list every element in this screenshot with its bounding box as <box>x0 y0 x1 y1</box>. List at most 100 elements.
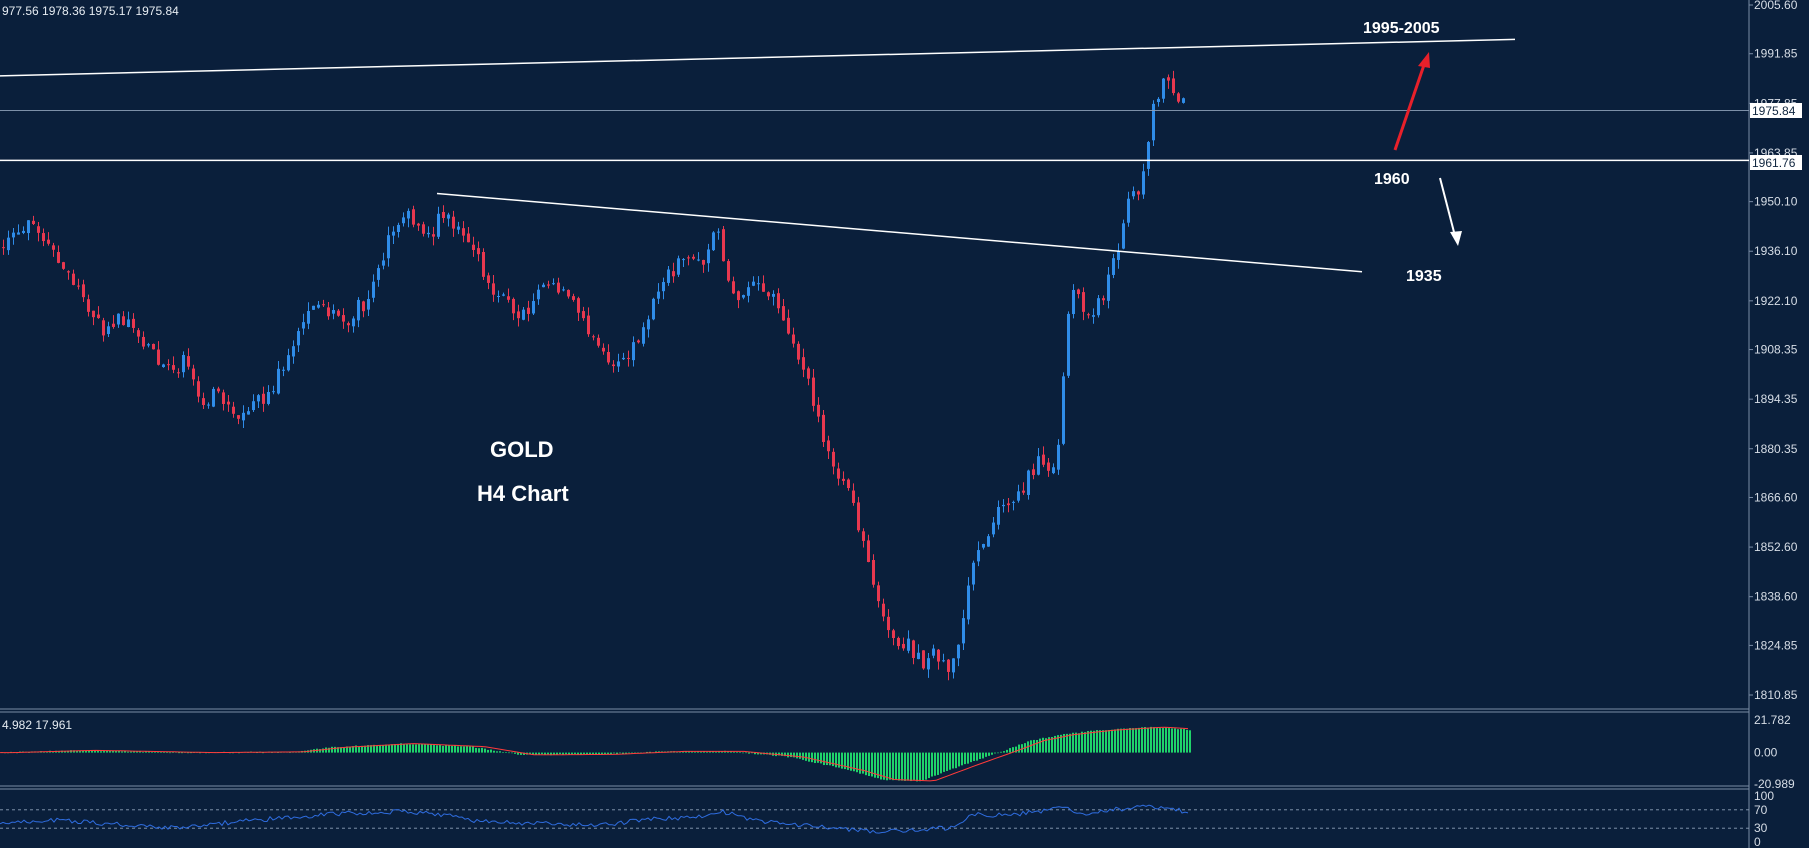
candle <box>482 248 485 281</box>
macd-bar <box>961 752 963 766</box>
macd-bar <box>406 744 408 753</box>
candle <box>1177 92 1180 104</box>
macd-bar <box>751 752 753 754</box>
macd-bar <box>1162 728 1164 753</box>
macd-bar <box>544 752 546 755</box>
candle <box>197 376 200 403</box>
candle <box>1042 446 1045 468</box>
macd-bar <box>1015 746 1017 753</box>
candle <box>1062 372 1065 446</box>
candle <box>262 386 265 412</box>
svg-text:1975.84: 1975.84 <box>1752 104 1796 118</box>
candle <box>127 311 130 328</box>
macd-bar <box>409 744 411 753</box>
candle <box>772 290 775 306</box>
candle <box>412 205 415 228</box>
up-arrow-icon <box>1393 52 1430 151</box>
macd-bar <box>574 752 576 754</box>
macd-bar <box>904 752 906 781</box>
candle <box>422 221 425 237</box>
macd-bar <box>322 748 324 753</box>
candle <box>1072 284 1075 319</box>
candle <box>467 227 470 243</box>
candle <box>1032 463 1035 480</box>
macd-bar <box>187 752 189 754</box>
macd-bar <box>523 752 525 755</box>
macd-bar <box>397 743 399 753</box>
candle <box>1002 499 1005 513</box>
macd-bar <box>1177 729 1179 753</box>
macd-bar <box>172 752 174 753</box>
macd-bar <box>814 752 816 764</box>
candle <box>247 407 250 415</box>
macd-bar <box>154 752 156 753</box>
macd-bar <box>1060 734 1062 753</box>
macd-bar <box>934 752 936 776</box>
macd-bar <box>190 752 192 754</box>
macd-bar <box>1042 737 1044 753</box>
price-tick-label: 1810.85 <box>1754 688 1798 702</box>
macd-bar <box>589 752 591 755</box>
candle <box>1037 447 1040 476</box>
candle <box>837 462 840 486</box>
macd-bar <box>349 746 351 753</box>
macd-bar <box>943 752 945 772</box>
candle <box>92 310 95 326</box>
price-tick-label: 1950.10 <box>1754 195 1798 209</box>
macd-bar <box>946 752 948 771</box>
candle <box>292 340 295 364</box>
macd-bar <box>601 752 603 755</box>
candle <box>1097 294 1100 318</box>
macd-bar <box>748 752 750 754</box>
macd-bar <box>700 751 702 753</box>
macd-bar <box>520 752 522 755</box>
macd-bar <box>802 752 804 760</box>
macd-bar <box>1144 727 1146 753</box>
macd-bar <box>862 752 864 774</box>
macd-bar <box>136 751 138 753</box>
macd-bar <box>1153 727 1155 753</box>
candle <box>322 299 325 307</box>
candle <box>1157 97 1160 107</box>
candle <box>147 342 150 348</box>
macd-bar <box>625 752 627 754</box>
candle <box>67 270 70 280</box>
candle <box>762 275 765 292</box>
macd-bar <box>997 752 999 754</box>
candle <box>877 581 880 608</box>
candle <box>617 353 620 372</box>
macd-bar <box>583 752 585 755</box>
candle <box>797 341 800 365</box>
candle <box>277 361 280 395</box>
macd-bar <box>472 746 474 753</box>
macd-bar <box>844 752 846 770</box>
macd-bar <box>1099 730 1101 753</box>
macd-bar <box>403 744 405 753</box>
candle <box>1107 266 1110 309</box>
candle <box>652 297 655 321</box>
candle <box>342 308 345 329</box>
candle <box>632 336 635 367</box>
macd-bar <box>475 747 477 753</box>
candle <box>367 290 370 317</box>
candle <box>1122 219 1125 250</box>
macd-bar <box>424 744 426 753</box>
candle <box>1067 311 1070 378</box>
candle <box>832 448 835 475</box>
candle <box>657 283 660 304</box>
macd-bar <box>256 752 258 754</box>
price-tick-label: 1880.35 <box>1754 442 1798 456</box>
candle <box>337 309 340 317</box>
macd-bar <box>916 752 918 782</box>
macd-bar <box>139 750 141 753</box>
macd-bar <box>373 744 375 753</box>
macd-bar <box>847 752 849 770</box>
macd-bar <box>1087 731 1089 753</box>
macd-bar <box>1084 732 1086 753</box>
macd-bar <box>436 745 438 753</box>
candle <box>677 255 680 278</box>
candle <box>252 394 255 413</box>
macd-bar <box>694 751 696 753</box>
pane-separators <box>0 0 1750 848</box>
